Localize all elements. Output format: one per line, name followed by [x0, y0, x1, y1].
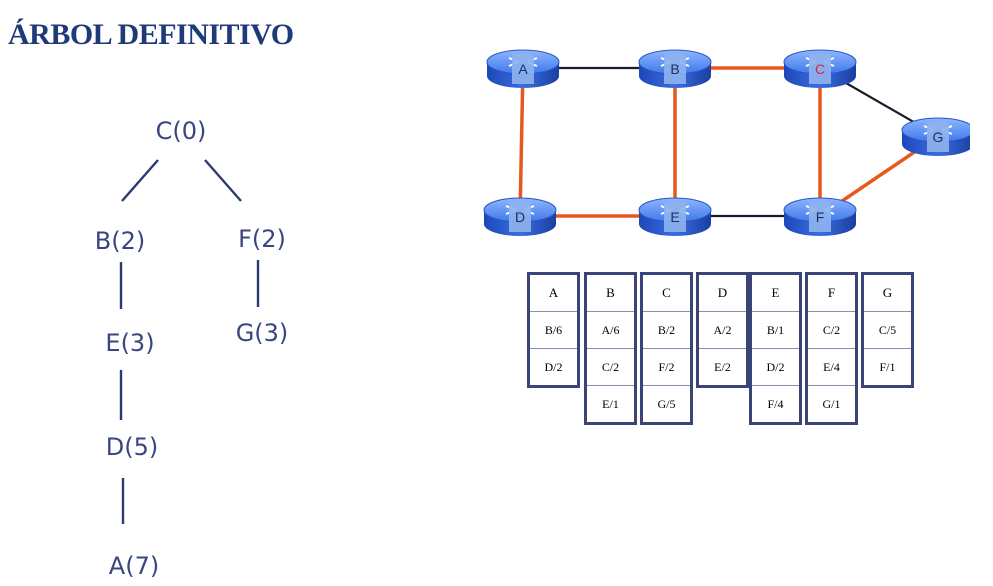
table-cell: A/2	[699, 312, 746, 349]
tree-edge-c-b	[121, 159, 159, 202]
table-cell: F/4	[767, 397, 784, 411]
table-cell: A/6	[587, 312, 634, 349]
table-column-a: A B/6 D/2	[527, 272, 580, 388]
table-header-cell: B	[587, 275, 634, 312]
tree-node-f: F(2)	[238, 225, 286, 253]
shortest-path-tree: C(0) B(2) F(2) E(3) G(3) D(5) A(7)	[95, 117, 289, 580]
table-header-cell: A	[530, 275, 577, 312]
tree-node-e: E(3)	[105, 329, 154, 357]
router-label-e: E	[670, 209, 679, 225]
table-header-cell: F	[808, 275, 855, 312]
table-column-b: B A/6 C/2 E/1	[584, 272, 637, 425]
table-cell: G/5	[657, 397, 676, 411]
table-cell: D/2	[752, 349, 799, 386]
tree-edge-c-f	[204, 159, 242, 202]
table-cell: D/2	[544, 360, 563, 374]
table-cell: G/1	[822, 397, 841, 411]
table-column-g: G C/5 F/1	[861, 272, 914, 388]
tree-node-a: A(7)	[109, 552, 159, 580]
router-e: E	[638, 197, 712, 236]
table-cell: C/5	[864, 312, 911, 349]
tree-node-c: C(0)	[156, 117, 207, 145]
table-header-cell: D	[699, 275, 746, 312]
network-topology: A B C D E F G	[483, 49, 970, 236]
table-cell: E/4	[808, 349, 855, 386]
router-f: F	[783, 197, 857, 236]
link-a-d	[518, 67, 525, 217]
router-label-c: C	[815, 61, 825, 77]
table-header-cell: G	[864, 275, 911, 312]
table-column-d: D A/2 E/2	[696, 272, 749, 388]
router-d: D	[483, 197, 557, 236]
router-label-d: D	[515, 209, 525, 225]
router-b: B	[638, 49, 712, 88]
router-label-f: F	[816, 209, 825, 225]
table-column-e: E B/1 D/2 F/4	[749, 272, 802, 425]
table-cell: E/1	[602, 397, 619, 411]
tree-node-g: G(3)	[236, 319, 289, 347]
page-title: ÁRBOL DEFINITIVO	[8, 18, 294, 51]
table-cell: F/2	[643, 349, 690, 386]
router-label-a: A	[518, 61, 528, 77]
table-header-cell: E	[752, 275, 799, 312]
tree-node-b: B(2)	[95, 227, 145, 255]
tree-node-d: D(5)	[106, 433, 158, 461]
table-cell: C/2	[587, 349, 634, 386]
router-label-g: G	[933, 129, 944, 145]
table-cell: B/6	[530, 312, 577, 349]
table-column-c: C B/2 F/2 G/5	[640, 272, 693, 425]
table-header-cell: C	[643, 275, 690, 312]
router-c: C	[783, 49, 857, 88]
table-cell: C/2	[808, 312, 855, 349]
table-cell: B/1	[752, 312, 799, 349]
router-label-b: B	[670, 61, 679, 77]
router-a: A	[486, 49, 560, 88]
router-g: G	[901, 117, 970, 156]
table-cell: E/2	[714, 360, 731, 374]
table-column-f: F C/2 E/4 G/1	[805, 272, 858, 425]
table-cell: B/2	[643, 312, 690, 349]
table-cell: F/1	[879, 360, 896, 374]
